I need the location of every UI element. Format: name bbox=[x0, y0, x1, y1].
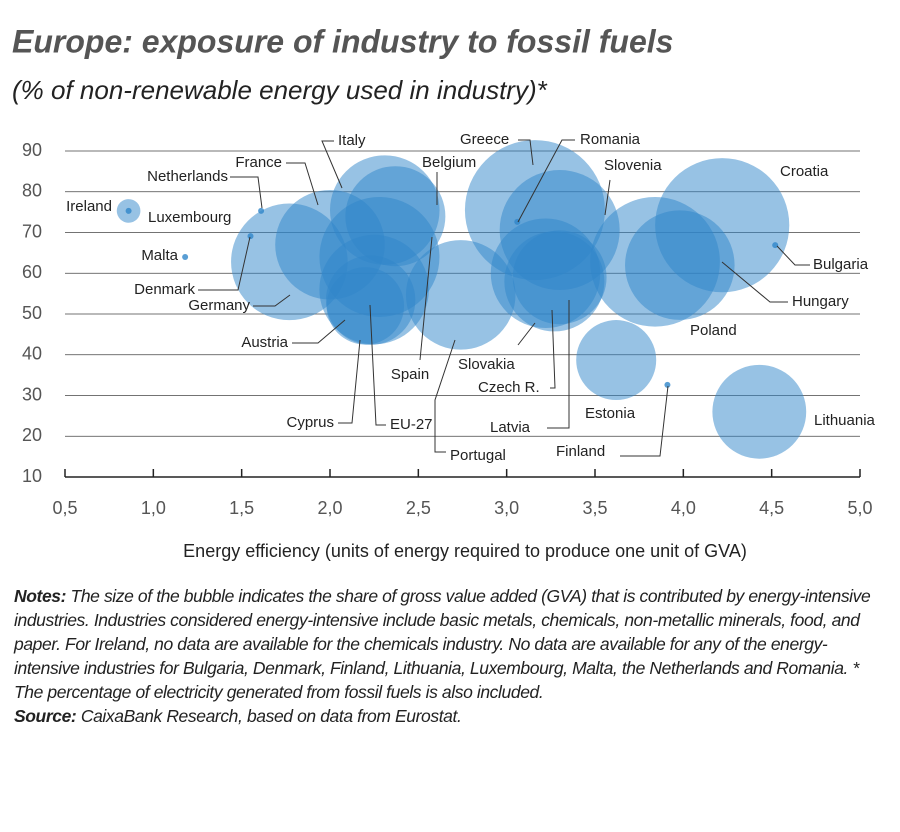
y-tick-label: 30 bbox=[22, 384, 42, 404]
point-label: Latvia bbox=[490, 419, 531, 436]
point-label: Lithuania bbox=[814, 412, 876, 429]
point-label: Malta bbox=[141, 247, 178, 264]
bubble bbox=[664, 381, 671, 388]
bubble bbox=[590, 197, 720, 327]
x-tick-label: 5,0 bbox=[847, 498, 872, 518]
bubbles bbox=[116, 140, 807, 459]
leader-line bbox=[518, 139, 534, 166]
x-tick-label: 4,5 bbox=[759, 498, 784, 518]
bubble bbox=[182, 253, 189, 260]
leader-line bbox=[517, 139, 575, 223]
source-text: CaixaBank Research, based on data from E… bbox=[80, 706, 462, 726]
x-tick-label: 2,5 bbox=[406, 498, 431, 518]
point-label: France bbox=[235, 154, 282, 171]
bubble bbox=[772, 242, 779, 249]
leader-line bbox=[286, 162, 319, 206]
notes-text: The size of the bubble indicates the sha… bbox=[14, 586, 871, 702]
chart: Europe: exposure of industry to fossil f… bbox=[12, 23, 876, 561]
bubble bbox=[405, 240, 516, 350]
x-tick-label: 3,0 bbox=[494, 498, 519, 518]
point-label: Portugal bbox=[450, 447, 506, 464]
point-label: Ireland bbox=[66, 198, 112, 215]
leader-line bbox=[198, 236, 251, 291]
point-label: Romania bbox=[580, 131, 641, 148]
leader-line bbox=[253, 294, 291, 307]
point-label: Cyprus bbox=[286, 414, 334, 431]
leader-line bbox=[547, 300, 570, 429]
x-tick-label: 2,0 bbox=[317, 498, 342, 518]
point-label: Czech R. bbox=[478, 379, 540, 396]
x-axis-label: Energy efficiency (units of energy requi… bbox=[183, 541, 747, 561]
notes: Notes: The size of the bubble indicates … bbox=[14, 584, 890, 728]
leader-line bbox=[230, 176, 263, 209]
y-tick-label: 20 bbox=[22, 425, 42, 445]
x-tick-label: 1,0 bbox=[141, 498, 166, 518]
y-tick-label: 90 bbox=[22, 140, 42, 160]
y-tick-label: 10 bbox=[22, 466, 42, 486]
x-tick-label: 3,5 bbox=[582, 498, 607, 518]
y-tick-label: 70 bbox=[22, 221, 42, 241]
x-tick-label: 0,5 bbox=[52, 498, 77, 518]
point-label: Slovakia bbox=[458, 356, 515, 373]
point-label: Estonia bbox=[585, 405, 636, 422]
leader-line bbox=[550, 309, 556, 389]
leader-line bbox=[620, 385, 669, 457]
point-label: Denmark bbox=[134, 281, 195, 298]
chart-title: Europe: exposure of industry to fossil f… bbox=[12, 23, 673, 59]
bubble bbox=[125, 207, 132, 214]
leader-line bbox=[721, 261, 788, 303]
y-tick-label: 60 bbox=[22, 262, 42, 282]
point-label: EU-27 bbox=[390, 416, 433, 433]
leader-line bbox=[517, 322, 536, 346]
bubble bbox=[576, 320, 657, 401]
point-label: Greece bbox=[460, 131, 509, 148]
point-label: Italy bbox=[338, 132, 366, 149]
point-label: Austria bbox=[241, 334, 288, 351]
point-label: Belgium bbox=[422, 154, 476, 171]
x-tick-label: 1,5 bbox=[229, 498, 254, 518]
chart-subtitle: (% of non-renewable energy used in indus… bbox=[12, 75, 548, 105]
point-label: Bulgaria bbox=[813, 256, 869, 273]
point-label: Poland bbox=[690, 322, 737, 339]
point-label: Spain bbox=[391, 366, 429, 383]
point-label: Slovenia bbox=[604, 157, 662, 174]
point-label: Finland bbox=[556, 443, 605, 460]
point-label: Hungary bbox=[792, 293, 849, 310]
x-tick-label: 4,0 bbox=[671, 498, 696, 518]
leader-line bbox=[434, 339, 456, 453]
bubble bbox=[712, 364, 807, 459]
leader-line bbox=[338, 339, 361, 424]
y-tick-label: 50 bbox=[22, 303, 42, 323]
leader-line bbox=[369, 304, 386, 426]
point-label: Croatia bbox=[780, 163, 829, 180]
point-label: Netherlands bbox=[147, 168, 228, 185]
y-tick-label: 80 bbox=[22, 181, 42, 201]
leader-line bbox=[776, 245, 810, 266]
leader-line bbox=[321, 140, 343, 189]
bubble bbox=[512, 230, 607, 325]
notes-label: Notes: bbox=[14, 586, 67, 606]
point-label: Luxembourg bbox=[148, 209, 231, 226]
point-label: Germany bbox=[188, 297, 250, 314]
leader-line bbox=[419, 236, 433, 361]
leader-line bbox=[604, 179, 611, 216]
y-tick-label: 40 bbox=[22, 344, 42, 364]
source-label: Source: bbox=[14, 706, 77, 726]
leader-line bbox=[292, 319, 346, 344]
